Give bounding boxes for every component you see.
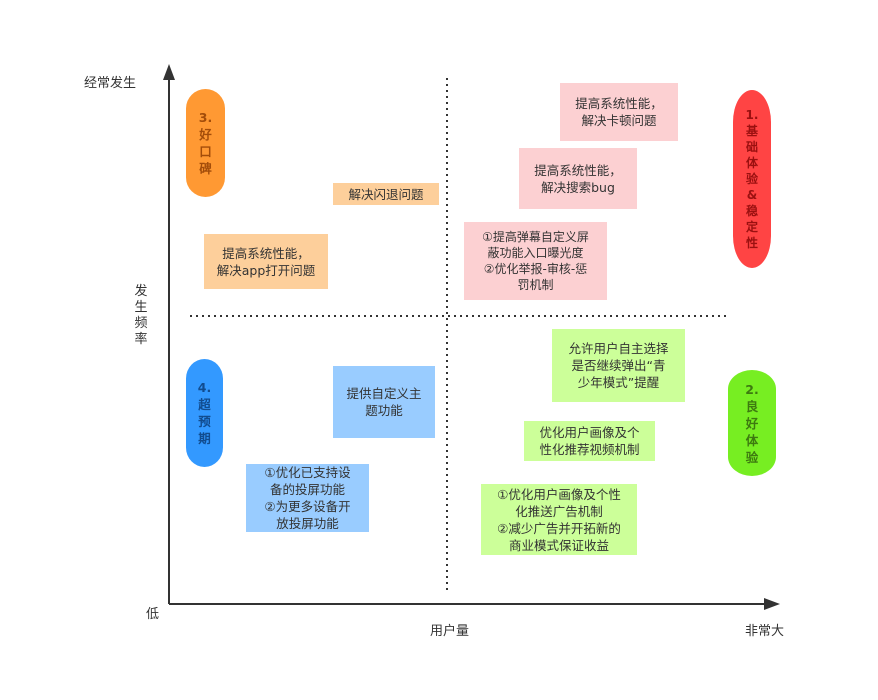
badge-good-experience: 2. 良 好 体 验 <box>728 370 776 476</box>
origin-label: 低 <box>146 607 160 622</box>
card-ad-mechanism: ①优化用户画像及个性 化推送广告机制 ②减少广告并开拓新的 商业模式保证收益 <box>481 484 637 555</box>
badge-word-of-mouth: 3. 好 口 碑 <box>186 89 225 197</box>
badge-basic-experience: 1. 基 础 体 验 & 稳 定 性 <box>733 90 771 268</box>
y-axis-top-label: 经常发生 <box>84 76 137 91</box>
card-screen-cast: ①优化已支持设 备的投屏功能 ②为更多设备开 放投屏功能 <box>246 464 369 532</box>
card-fix-app-launch: 提高系统性能， 解决app打开问题 <box>204 234 328 289</box>
x-axis-title: 用户量 <box>430 624 470 639</box>
x-axis-right-label: 非常大 <box>745 624 785 639</box>
card-custom-theme: 提供自定义主 题功能 <box>333 366 435 438</box>
card-fix-search-bug: 提高系统性能， 解决搜索bug <box>519 148 637 209</box>
card-video-recommendation: 优化用户画像及个 性化推荐视频机制 <box>524 421 655 461</box>
badge-exceed-expectation: 4. 超 预 期 <box>186 359 223 467</box>
card-fix-crash: 解决闪退问题 <box>333 183 439 205</box>
y-axis-arrow <box>163 64 175 80</box>
card-fix-lag: 提高系统性能， 解决卡顿问题 <box>560 83 678 141</box>
card-danmaku-and-report: ①提高弹幕自定义屏 蔽功能入口曝光度 ②优化举报-审核-惩 罚机制 <box>464 222 607 300</box>
card-teen-mode-prompt: 允许用户自主选择 是否继续弹出“青 少年模式”提醒 <box>552 329 685 402</box>
x-axis-arrow <box>764 598 780 610</box>
y-axis-title: 发生频率 <box>134 284 148 347</box>
